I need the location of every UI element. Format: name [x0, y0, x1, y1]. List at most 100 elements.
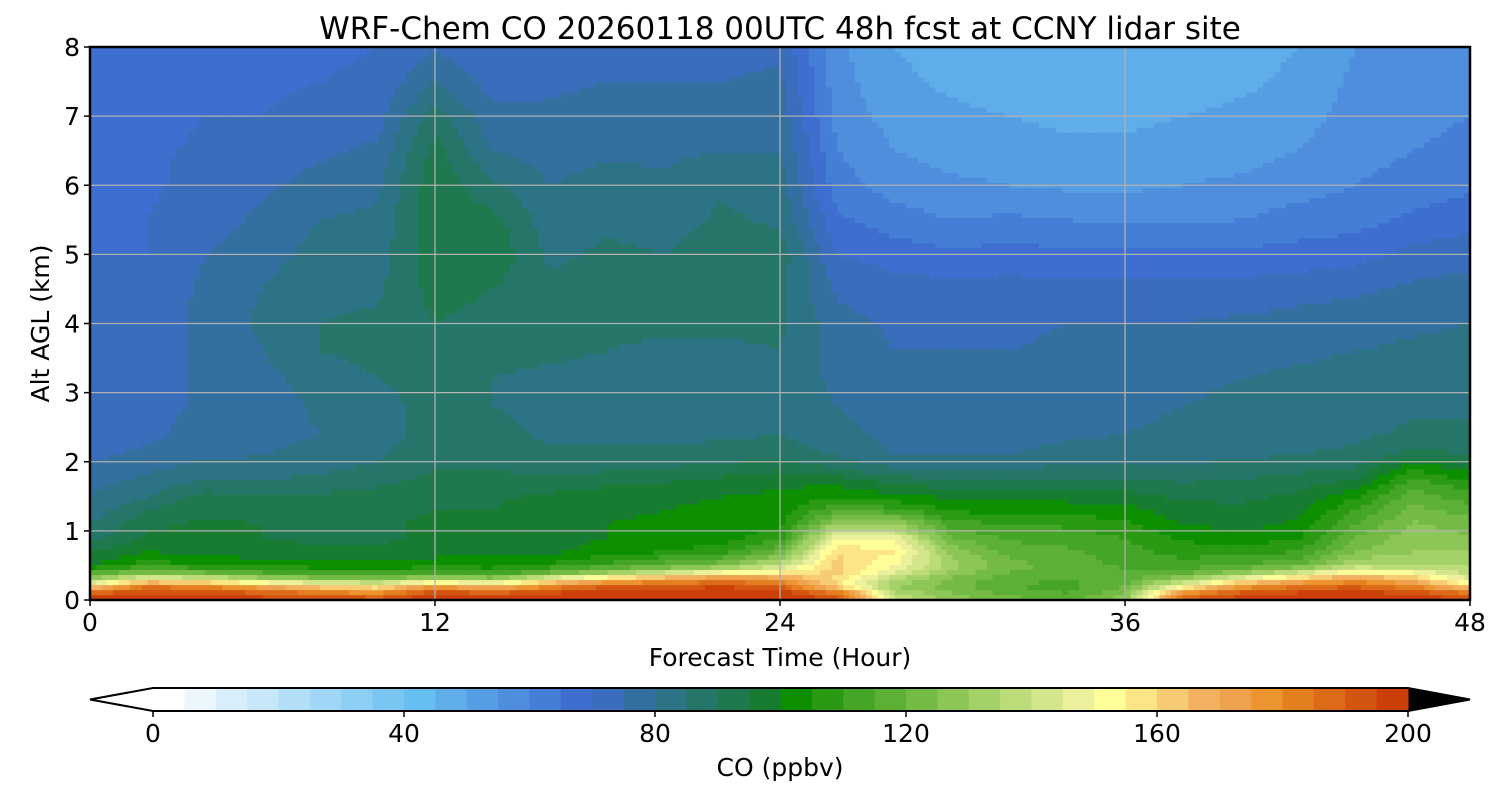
- contour-cell: [1447, 47, 1454, 128]
- contour-cell: [1217, 594, 1224, 600]
- contour-cell: [722, 152, 729, 204]
- contour-cell: [573, 549, 580, 560]
- contour-cell: [1148, 323, 1155, 425]
- contour-cell: [1406, 584, 1414, 591]
- contour-cell: [803, 514, 810, 525]
- contour-cell: [1222, 177, 1230, 224]
- contour-cell: [1107, 132, 1115, 193]
- contour-cell: [1159, 594, 1166, 600]
- contour-cell: [1355, 509, 1362, 525]
- contour-cell: [1113, 589, 1120, 596]
- contour-cell: [343, 489, 350, 545]
- contour-cell: [1372, 514, 1379, 530]
- contour-cell: [486, 584, 494, 591]
- contour-cell: [803, 524, 810, 530]
- contour-cell: [607, 524, 614, 555]
- contour-cell: [912, 589, 919, 600]
- contour-cell: [659, 579, 666, 586]
- contour-cell: [895, 544, 902, 566]
- contour-cell: [187, 484, 195, 495]
- contour-cell: [1286, 569, 1293, 576]
- contour-cell: [958, 217, 965, 249]
- contour-cell: [435, 579, 442, 586]
- contour-cell: [492, 554, 499, 565]
- contour-cell: [998, 594, 1005, 600]
- contour-cell: [1291, 559, 1299, 566]
- contour-cell: [1205, 47, 1212, 108]
- contour-cell: [912, 574, 919, 581]
- contour-cell: [366, 574, 373, 581]
- contour-cell: [1447, 459, 1454, 470]
- contour-cell: [1406, 448, 1414, 460]
- contour-cell: [1125, 584, 1132, 591]
- contour-cell: [1303, 509, 1310, 530]
- contour-cell: [1378, 554, 1385, 565]
- contour-cell: [348, 61, 356, 148]
- contour-cell: [883, 514, 890, 520]
- contour-cell: [406, 574, 413, 581]
- contour-cell: [435, 589, 442, 596]
- contour-cell: [682, 554, 689, 560]
- contour-cell: [371, 464, 379, 490]
- contour-cell: [1176, 569, 1184, 576]
- contour-cell: [722, 47, 729, 83]
- contour-cell: [860, 589, 867, 596]
- contour-cell: [820, 152, 827, 214]
- colorbar-swatch: [968, 688, 1001, 711]
- contour-cell: [624, 569, 632, 576]
- contour-cell: [463, 584, 471, 591]
- contour-cell: [1038, 469, 1046, 480]
- contour-cell: [440, 47, 448, 58]
- contour-cell: [814, 117, 821, 199]
- contour-cell: [1337, 574, 1345, 581]
- contour-cell: [1314, 268, 1322, 304]
- contour-cell: [1268, 589, 1276, 596]
- contour-cell: [193, 594, 200, 600]
- contour-cell: [343, 569, 350, 576]
- contour-cell: [1044, 443, 1051, 465]
- contour-cell: [521, 564, 528, 571]
- contour-cell: [268, 479, 275, 495]
- contour-cell: [1268, 242, 1276, 274]
- contour-cell: [1004, 514, 1011, 525]
- contour-cell: [170, 47, 177, 158]
- contour-cell: [1286, 242, 1293, 274]
- contour-cell: [1084, 489, 1092, 505]
- contour-cell: [946, 554, 954, 571]
- contour-cell: [567, 579, 574, 586]
- contour-cell: [705, 574, 712, 581]
- contour-cell: [1044, 514, 1051, 525]
- contour-cell: [354, 544, 361, 560]
- contour-cell: [630, 574, 637, 581]
- contour-cell: [1366, 584, 1373, 591]
- contour-cell: [124, 579, 131, 586]
- contour-cell: [498, 564, 505, 571]
- contour-cell: [745, 589, 752, 600]
- contour-cell: [245, 564, 252, 571]
- contour-cell: [561, 569, 568, 576]
- contour-cell: [693, 81, 701, 158]
- contour-cell: [1199, 222, 1207, 249]
- contour-cell: [1073, 192, 1080, 224]
- contour-cell: [1418, 479, 1425, 490]
- contour-cell: [164, 569, 172, 576]
- contour-cell: [969, 574, 977, 600]
- contour-cell: [1320, 358, 1327, 450]
- contour-cell: [854, 499, 862, 505]
- contour-cell: [1303, 589, 1310, 600]
- contour-cell: [1424, 242, 1431, 279]
- contour-cell: [90, 494, 97, 520]
- contour-cell: [1061, 278, 1069, 324]
- contour-cell: [1044, 479, 1051, 490]
- x-tick-label: 12: [419, 608, 451, 637]
- contour-cell: [1056, 544, 1063, 581]
- contour-cell: [780, 338, 787, 435]
- contour-cell: [1148, 187, 1155, 224]
- contour-cell: [1418, 574, 1425, 581]
- contour-cell: [274, 47, 281, 103]
- contour-cell: [906, 484, 913, 495]
- contour-cell: [889, 524, 896, 530]
- contour-cell: [1343, 443, 1350, 470]
- contour-cell: [826, 87, 833, 183]
- contour-cell: [872, 594, 879, 600]
